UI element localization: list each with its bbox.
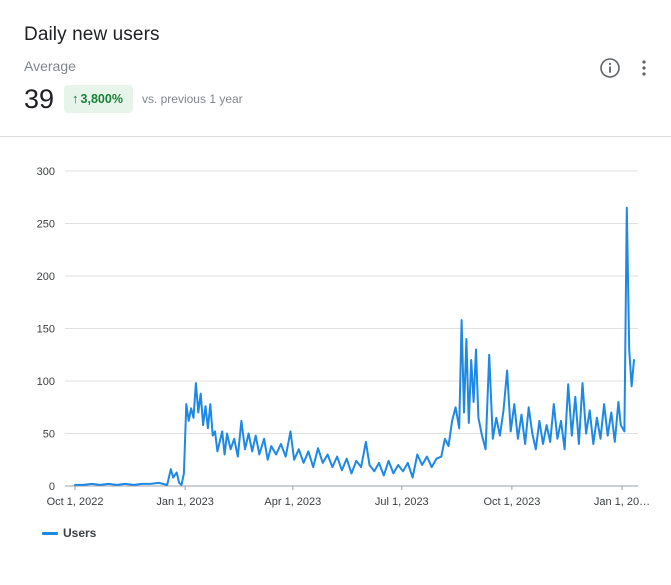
metric-label: Average (24, 58, 76, 74)
series-layer (74, 206, 635, 486)
chart-legend[interactable]: Users (42, 526, 96, 540)
grid-lines (65, 170, 638, 487)
line-chart: 0 50 100 150 200 250 300 Oct 1, 2022 Jan 1, 202… (37, 166, 651, 508)
y-tick-label: 150 (37, 324, 55, 336)
change-badge: ↑ 3,800% (64, 85, 133, 113)
y-tick-label: 0 (49, 481, 55, 493)
x-tick-label: Oct 1, 2023 (483, 496, 540, 508)
x-tick-label: Jan 1, 20… (594, 496, 650, 508)
y-tick-label: 200 (37, 271, 55, 283)
info-icon (600, 58, 620, 78)
more-vert-icon (642, 60, 646, 76)
y-axis: 0 50 100 150 200 250 300 (37, 166, 55, 493)
comparison-text: vs. previous 1 year (141, 92, 243, 106)
info-button[interactable] (596, 54, 624, 82)
x-axis: Oct 1, 2022 Jan 1, 2023 Apr 1, 2023 Jul 1, … (47, 486, 650, 508)
legend-swatch (42, 531, 58, 535)
header-divider (0, 136, 671, 137)
x-tick-label: Jan 1, 2023 (156, 496, 214, 508)
y-tick-label: 50 (43, 429, 55, 441)
y-tick-label: 250 (37, 219, 55, 231)
metric-value: 39 (24, 84, 55, 114)
card-header: Daily new users Average 39 ↑ 3,800% vs. … (0, 0, 671, 136)
arrow-up-icon: ↑ (72, 91, 79, 106)
metric-row: 39 ↑ 3,800% vs. previous 1 year (24, 82, 243, 116)
y-tick-label: 300 (37, 166, 55, 178)
legend-label-users: Users (63, 526, 97, 540)
x-tick-label: Jul 1, 2023 (375, 496, 429, 508)
y-tick-label: 100 (37, 376, 55, 388)
more-options-button[interactable] (630, 54, 658, 82)
x-tick-label: Apr 1, 2023 (264, 496, 321, 508)
x-tick-label: Oct 1, 2022 (47, 496, 104, 508)
change-value: 3,800% (80, 92, 123, 106)
series-line-users[interactable] (74, 206, 635, 486)
card-title: Daily new users (24, 24, 160, 45)
